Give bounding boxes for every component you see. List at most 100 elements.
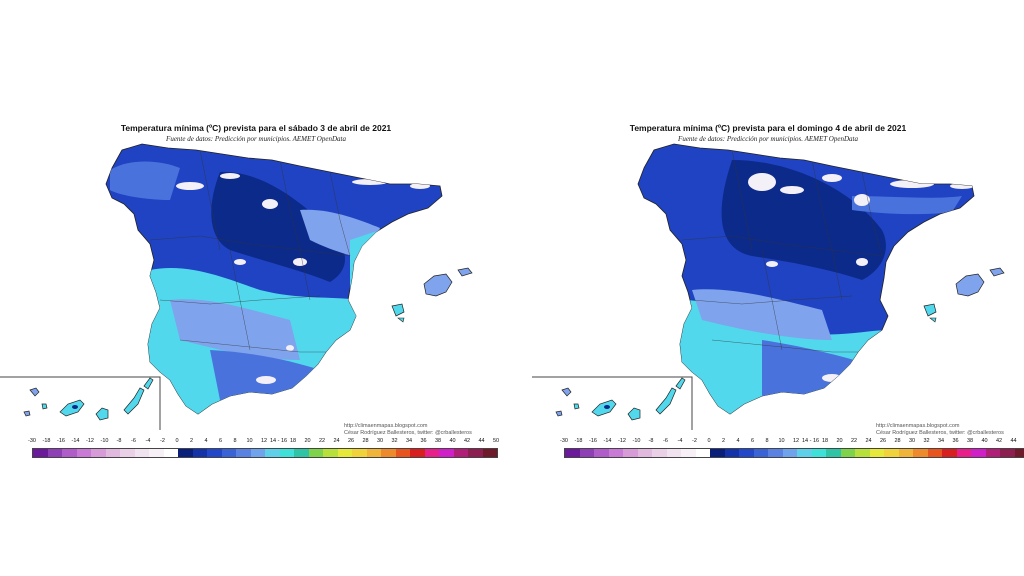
tenerife-island bbox=[591, 399, 617, 417]
legend-swatch bbox=[608, 449, 623, 457]
legend-tick-label: -4 bbox=[677, 438, 683, 444]
legend-swatch bbox=[468, 449, 483, 457]
minorca-island bbox=[989, 267, 1005, 277]
legend-swatch bbox=[221, 449, 236, 457]
frost-area bbox=[748, 173, 776, 191]
formentera-island bbox=[397, 317, 405, 323]
legend-tick-label: -10 bbox=[100, 438, 109, 444]
legend-swatch bbox=[105, 449, 120, 457]
legend-swatch bbox=[884, 449, 899, 457]
legend-swatch bbox=[942, 449, 957, 457]
legend-swatch bbox=[637, 449, 652, 457]
temperature-fill bbox=[672, 149, 974, 414]
legend-tick-label: 22 bbox=[318, 438, 326, 444]
legend-swatch bbox=[192, 449, 207, 457]
legend-tick-label: 20 bbox=[304, 438, 311, 444]
legend-swatch bbox=[265, 449, 280, 457]
temp-zone-galicia bbox=[110, 161, 180, 200]
legend-swatch bbox=[236, 449, 251, 457]
legend-swatch bbox=[33, 449, 48, 457]
frost-area bbox=[293, 258, 307, 266]
legend-tick-label: 24 bbox=[333, 438, 340, 444]
legend-swatch bbox=[855, 449, 870, 457]
province-border bbox=[199, 149, 221, 251]
legend-swatch bbox=[178, 449, 193, 457]
legend-tick-label: 0 bbox=[175, 438, 179, 444]
legend-swatch bbox=[985, 449, 1000, 457]
province-border bbox=[711, 339, 862, 353]
majorca-island bbox=[423, 273, 453, 297]
province-border bbox=[179, 339, 330, 353]
legend-tick-label: 40 bbox=[449, 438, 456, 444]
province-border bbox=[761, 249, 783, 351]
spain-min-temp-map bbox=[0, 143, 473, 430]
province-border bbox=[731, 149, 753, 251]
frost-area bbox=[234, 259, 246, 265]
ibiza-island bbox=[923, 303, 937, 317]
legend-swatch bbox=[424, 449, 439, 457]
legend-tick-label: 0 bbox=[707, 438, 711, 444]
legend-tick-label: 12 bbox=[792, 438, 800, 444]
province-border bbox=[681, 235, 883, 257]
legend-swatch bbox=[869, 449, 884, 457]
legend-tick-label: 40 bbox=[981, 438, 988, 444]
legend-swatch bbox=[913, 449, 928, 457]
la-gomera-island bbox=[41, 403, 48, 410]
legend-swatch bbox=[453, 449, 468, 457]
minorca-island bbox=[457, 267, 473, 277]
map-subtitle: Fuente de datos: Predicción por municipi… bbox=[678, 135, 858, 143]
map-body bbox=[105, 143, 473, 415]
map-panel-saturday: Temperatura mínima (ºC) prevista para el… bbox=[0, 123, 499, 458]
la-palma-island bbox=[29, 387, 40, 397]
legend-swatch bbox=[782, 449, 797, 457]
legend-swatch bbox=[62, 449, 77, 457]
legend-swatch bbox=[395, 449, 410, 457]
temp-zone-pyrenees-valley bbox=[852, 196, 962, 215]
la-gomera-island bbox=[573, 403, 580, 410]
teide-cold-area bbox=[72, 405, 78, 409]
legend-tick-label: -6 bbox=[663, 438, 668, 444]
legend-tick-label: -12 bbox=[618, 438, 626, 444]
legend-swatch bbox=[927, 449, 942, 457]
province-border bbox=[691, 295, 853, 305]
legend-swatch bbox=[439, 449, 454, 457]
legend-tick-label: 28 bbox=[362, 438, 369, 444]
province-border bbox=[811, 159, 843, 301]
temp-zone-east-coast bbox=[892, 226, 932, 340]
legend-tick-label: -4 bbox=[145, 438, 151, 444]
legend-tick-label: -14 bbox=[71, 438, 80, 444]
legend-tick-label: 26 bbox=[347, 438, 355, 444]
lanzarote-island bbox=[143, 377, 154, 390]
legend-swatch bbox=[971, 449, 986, 457]
frost-area bbox=[856, 258, 868, 266]
legend-tick-label: -30 bbox=[28, 438, 36, 444]
legend-tick-label: 10 bbox=[246, 438, 253, 444]
legend-swatch bbox=[623, 449, 638, 457]
legend-tick-label: 44 bbox=[1010, 438, 1017, 444]
legend-tick-label: 30 bbox=[376, 438, 384, 444]
legend-tick-label: 14 - 16 bbox=[269, 438, 288, 444]
legend-swatch bbox=[739, 449, 754, 457]
legend-swatch bbox=[579, 449, 594, 457]
legend-swatch bbox=[47, 449, 62, 457]
legend-tick-label: 24 bbox=[865, 438, 872, 444]
map-title: Temperatura mínima (ºC) prevista para el… bbox=[120, 123, 392, 133]
legend-tick-label: -16 bbox=[589, 438, 597, 444]
temp-zone-guadiana bbox=[692, 289, 832, 340]
legend-swatch bbox=[482, 449, 497, 457]
majorca-island bbox=[955, 273, 985, 297]
legend-tick-label: 44 bbox=[478, 438, 485, 444]
map-subtitle: Fuente de datos: Predicción por municipi… bbox=[166, 135, 346, 143]
legend-tick-label: 32 bbox=[923, 438, 930, 444]
frost-area bbox=[766, 261, 778, 267]
legend-tick-label: -18 bbox=[574, 438, 583, 444]
temp-zone-baetic bbox=[210, 350, 320, 400]
legend-swatch bbox=[308, 449, 323, 457]
legend-swatch bbox=[594, 449, 609, 457]
frost-area bbox=[780, 186, 804, 194]
legend-tick-label: -10 bbox=[632, 438, 641, 444]
legend-tick-label: 2 bbox=[721, 438, 726, 444]
legend-swatch bbox=[149, 449, 164, 457]
legend-tick-label: -2 bbox=[692, 438, 697, 444]
legend-swatch bbox=[120, 449, 135, 457]
